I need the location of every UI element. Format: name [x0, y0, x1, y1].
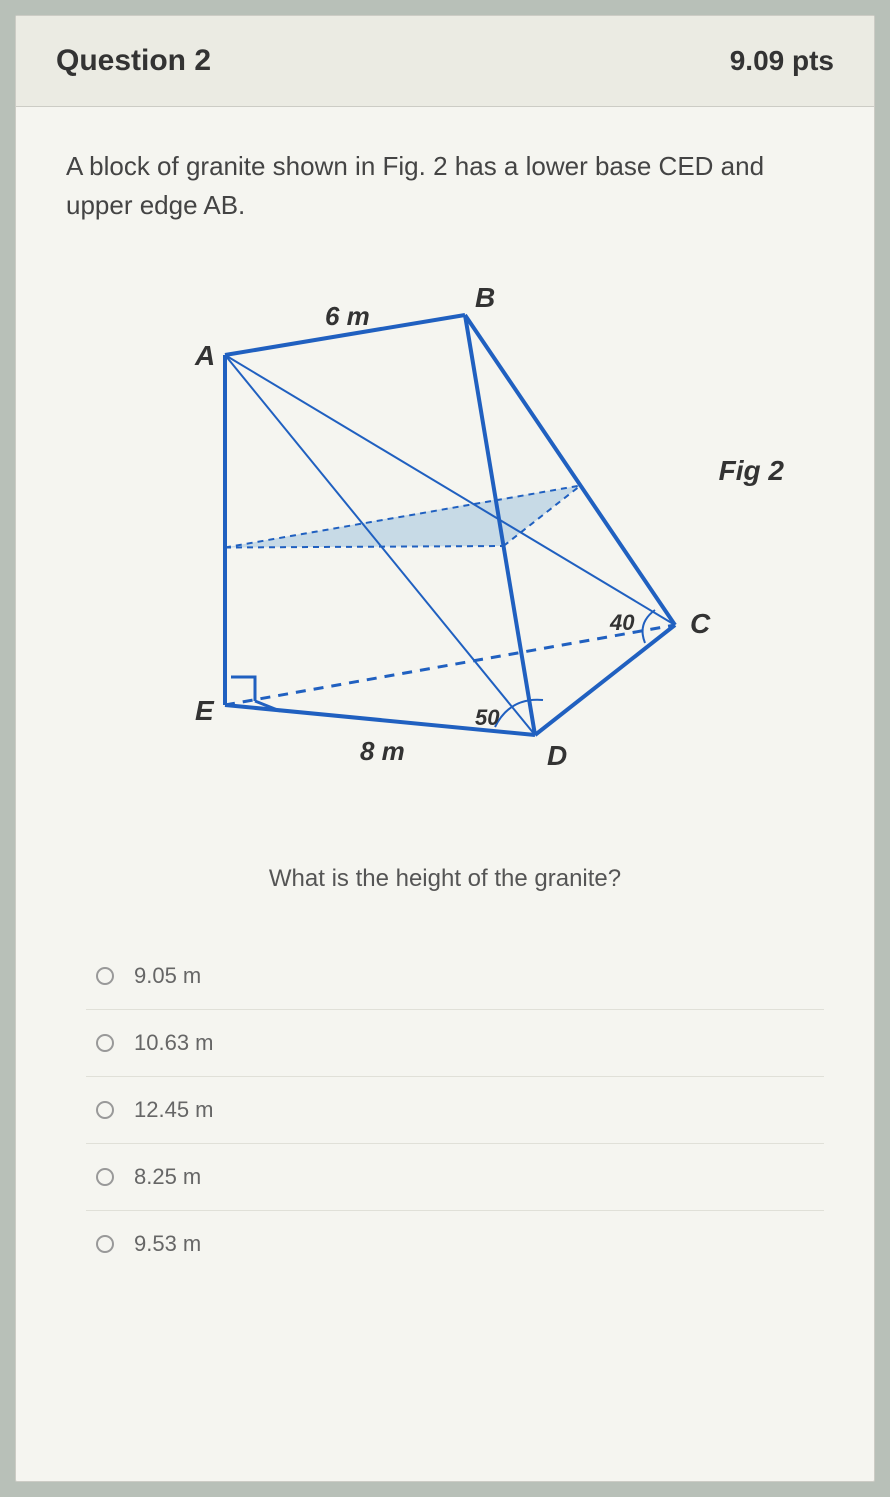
svg-text:6 m: 6 m: [325, 301, 370, 331]
svg-text:8 m: 8 m: [360, 736, 405, 766]
radio-icon[interactable]: [96, 1034, 114, 1052]
option-2[interactable]: 12.45 m: [86, 1077, 824, 1144]
option-1[interactable]: 10.63 m: [86, 1010, 824, 1077]
radio-icon[interactable]: [96, 1235, 114, 1253]
figure-svg: A B C D E 6 m 8 m 40 50: [66, 255, 824, 835]
svg-text:50: 50: [475, 705, 500, 730]
radio-icon[interactable]: [96, 1101, 114, 1119]
options-list: 9.05 m 10.63 m 12.45 m 8.25 m 9.53 m: [66, 943, 824, 1277]
option-4[interactable]: 9.53 m: [86, 1211, 824, 1277]
option-label: 12.45 m: [134, 1097, 214, 1123]
figure-label: Fig 2: [719, 455, 784, 487]
option-label: 9.05 m: [134, 963, 201, 989]
radio-icon[interactable]: [96, 967, 114, 985]
question-title: Question 2: [56, 44, 211, 78]
option-label: 8.25 m: [134, 1164, 201, 1190]
svg-text:B: B: [475, 282, 495, 313]
svg-text:D: D: [547, 740, 567, 771]
option-label: 9.53 m: [134, 1231, 201, 1257]
figure-container: A B C D E 6 m 8 m 40 50 Fig 2: [66, 255, 824, 835]
question-body: A block of granite shown in Fig. 2 has a…: [16, 107, 874, 1317]
points-label: 9.09 pts: [730, 45, 834, 77]
option-label: 10.63 m: [134, 1030, 214, 1056]
option-0[interactable]: 9.05 m: [86, 943, 824, 1010]
subquestion-text: What is the height of the granite?: [66, 865, 824, 893]
svg-text:A: A: [194, 340, 215, 371]
question-text: A block of granite shown in Fig. 2 has a…: [66, 147, 824, 225]
radio-icon[interactable]: [96, 1168, 114, 1186]
question-card: Question 2 9.09 pts A block of granite s…: [15, 15, 875, 1482]
question-header: Question 2 9.09 pts: [16, 16, 874, 107]
option-3[interactable]: 8.25 m: [86, 1144, 824, 1211]
svg-text:E: E: [195, 695, 215, 726]
svg-text:C: C: [690, 608, 711, 639]
svg-text:40: 40: [609, 610, 635, 635]
